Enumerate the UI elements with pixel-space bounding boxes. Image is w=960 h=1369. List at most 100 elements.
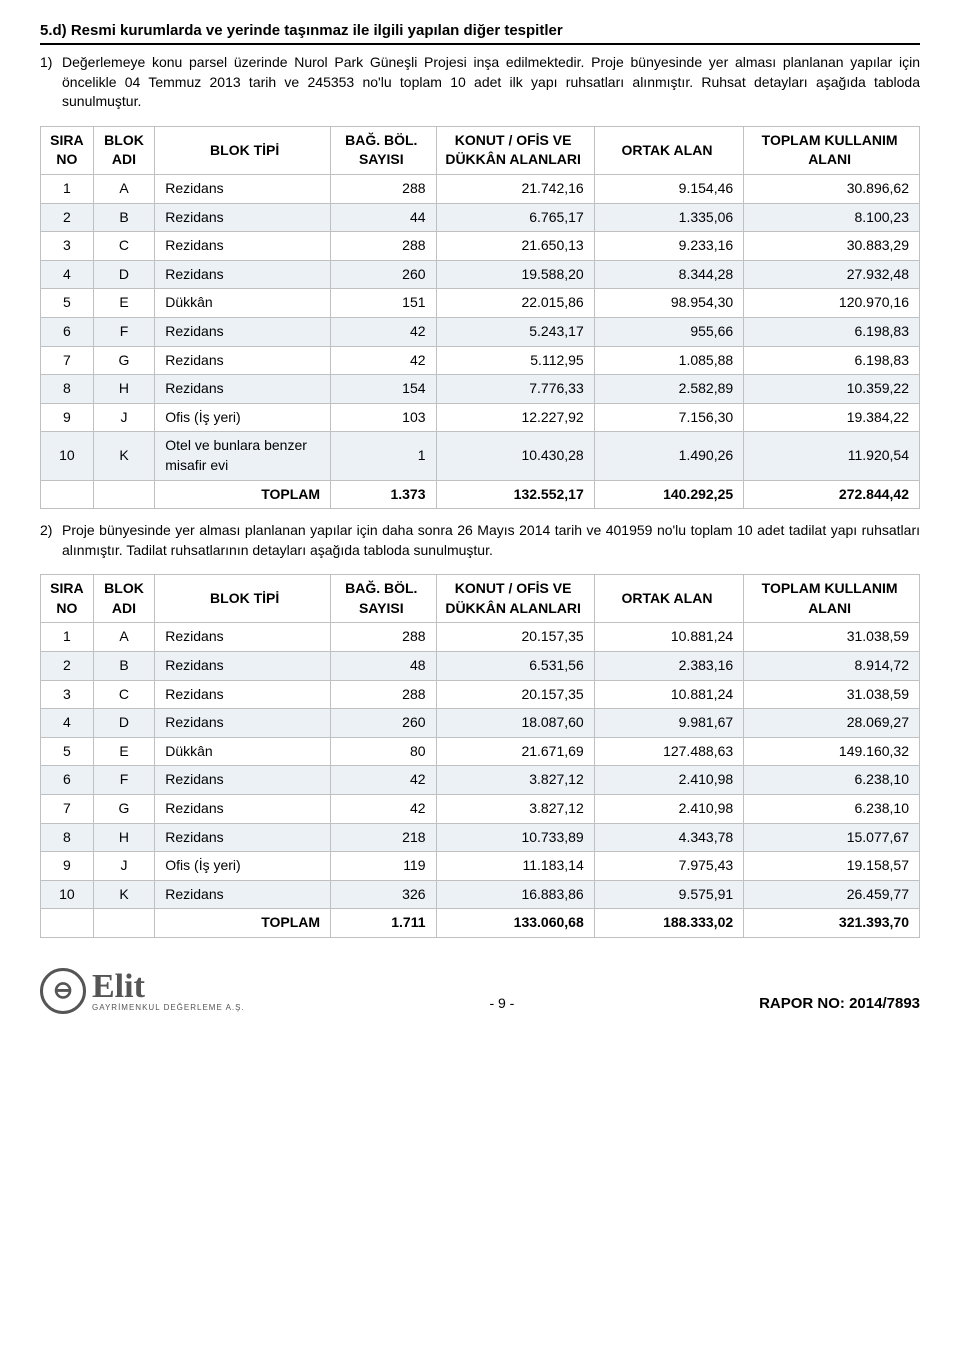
cell-toplam: 31.038,59 [744,680,920,709]
cell-toplam: 8.914,72 [744,652,920,681]
cell-toplam: 6.238,10 [744,795,920,824]
list-number: 2) [40,521,62,568]
cell-sira: 10 [41,880,94,909]
table-row: 6FRezidans425.243,17955,666.198,83 [41,317,920,346]
cell-ortak: 8.344,28 [594,260,743,289]
cell-tipi: Ofis (İş yeri) [155,852,331,881]
cell-total-ortak: 140.292,25 [594,480,743,509]
table-row: 8HRezidans1547.776,332.582,8910.359,22 [41,375,920,404]
cell-tipi: Rezidans [155,880,331,909]
cell-toplam: 6.198,83 [744,317,920,346]
cell-sayi: 42 [331,317,436,346]
table-row: 7GRezidans425.112,951.085,886.198,83 [41,346,920,375]
cell-sira: 9 [41,403,94,432]
cell-adi: H [93,375,155,404]
logo-icon: ⊖ [40,968,86,1014]
cell-tipi: Rezidans [155,375,331,404]
cell-sira: 1 [41,623,94,652]
cell-sayi: 1 [331,432,436,480]
cell-tipi: Rezidans [155,766,331,795]
th-blok-tipi: BLOK TİPİ [155,126,331,174]
cell-tipi: Rezidans [155,795,331,824]
cell-sira: 9 [41,852,94,881]
list-item-2: 2) Proje bünyesinde yer alması planlanan… [40,521,920,568]
cell-total-konut: 133.060,68 [436,909,594,938]
cell-tipi: Rezidans [155,709,331,738]
logo-subtitle: GAYRİMENKUL DEĞERLEME A.Ş. [92,1004,245,1012]
cell-konut: 21.650,13 [436,232,594,261]
cell-sayi: 288 [331,623,436,652]
cell-sayi: 42 [331,795,436,824]
cell-total-konut: 132.552,17 [436,480,594,509]
cell-adi: E [93,737,155,766]
cell-total-sayi: 1.711 [331,909,436,938]
cell-adi: A [93,623,155,652]
cell-konut: 3.827,12 [436,766,594,795]
cell-adi: G [93,795,155,824]
cell-adi: B [93,652,155,681]
cell-sira: 4 [41,709,94,738]
cell-tipi: Rezidans [155,346,331,375]
table-row: 1ARezidans28821.742,169.154,4630.896,62 [41,174,920,203]
cell-tipi: Rezidans [155,680,331,709]
section-heading: 5.d) Resmi kurumlarda ve yerinde taşınma… [40,20,920,45]
table-row: 5EDükkân8021.671,69127.488,63149.160,32 [41,737,920,766]
table-row: 4DRezidans26018.087,609.981,6728.069,27 [41,709,920,738]
cell-sayi: 48 [331,652,436,681]
table-total-row: TOPLAM1.373132.552,17140.292,25272.844,4… [41,480,920,509]
table-row: 7GRezidans423.827,122.410,986.238,10 [41,795,920,824]
cell-ortak: 1.335,06 [594,203,743,232]
th-konut: KONUT / OFİS VE DÜKKÂN ALANLARI [436,575,594,623]
cell-sira: 5 [41,737,94,766]
table-row: 4DRezidans26019.588,208.344,2827.932,48 [41,260,920,289]
cell-konut: 22.015,86 [436,289,594,318]
cell-tipi: Dükkân [155,737,331,766]
permits-table-2: SIRA NO BLOK ADI BLOK TİPİ BAĞ. BÖL. SAY… [40,574,920,938]
cell-tipi: Rezidans [155,652,331,681]
page-number: - 9 - [489,994,514,1014]
cell-toplam: 19.384,22 [744,403,920,432]
cell-ortak: 2.582,89 [594,375,743,404]
list-number: 1) [40,53,62,120]
cell-tipi: Rezidans [155,823,331,852]
table-row: 2BRezidans486.531,562.383,168.914,72 [41,652,920,681]
cell-adi: D [93,709,155,738]
cell-toplam: 149.160,32 [744,737,920,766]
cell-total-sayi: 1.373 [331,480,436,509]
th-toplam: TOPLAM KULLANIM ALANI [744,126,920,174]
table-row: 3CRezidans28821.650,139.233,1630.883,29 [41,232,920,261]
cell-sira: 2 [41,203,94,232]
cell-sira: 8 [41,823,94,852]
cell-toplam: 28.069,27 [744,709,920,738]
cell-adi: E [93,289,155,318]
cell-sayi: 42 [331,346,436,375]
cell-tipi: Ofis (İş yeri) [155,403,331,432]
cell-sayi: 44 [331,203,436,232]
cell-adi: J [93,403,155,432]
cell-adi: F [93,317,155,346]
cell-ortak: 4.343,78 [594,823,743,852]
cell-sira: 2 [41,652,94,681]
table-row: 9JOfis (İş yeri)10312.227,927.156,3019.3… [41,403,920,432]
cell-konut: 5.243,17 [436,317,594,346]
cell-toplam: 27.932,48 [744,260,920,289]
cell-konut: 18.087,60 [436,709,594,738]
cell-konut: 7.776,33 [436,375,594,404]
cell-sira: 10 [41,432,94,480]
cell-konut: 12.227,92 [436,403,594,432]
cell-konut: 16.883,86 [436,880,594,909]
table-row: 9JOfis (İş yeri)11911.183,147.975,4319.1… [41,852,920,881]
cell-sira: 4 [41,260,94,289]
cell-konut: 10.430,28 [436,432,594,480]
cell-sira: 8 [41,375,94,404]
cell-tipi: Rezidans [155,260,331,289]
cell-toplam: 6.238,10 [744,766,920,795]
cell-toplam: 31.038,59 [744,623,920,652]
cell-tipi: Rezidans [155,623,331,652]
cell-konut: 21.671,69 [436,737,594,766]
cell-toplam: 15.077,67 [744,823,920,852]
table-row: 2BRezidans446.765,171.335,068.100,23 [41,203,920,232]
th-sira: SIRA NO [41,575,94,623]
cell-ortak: 9.575,91 [594,880,743,909]
cell-ortak: 10.881,24 [594,623,743,652]
